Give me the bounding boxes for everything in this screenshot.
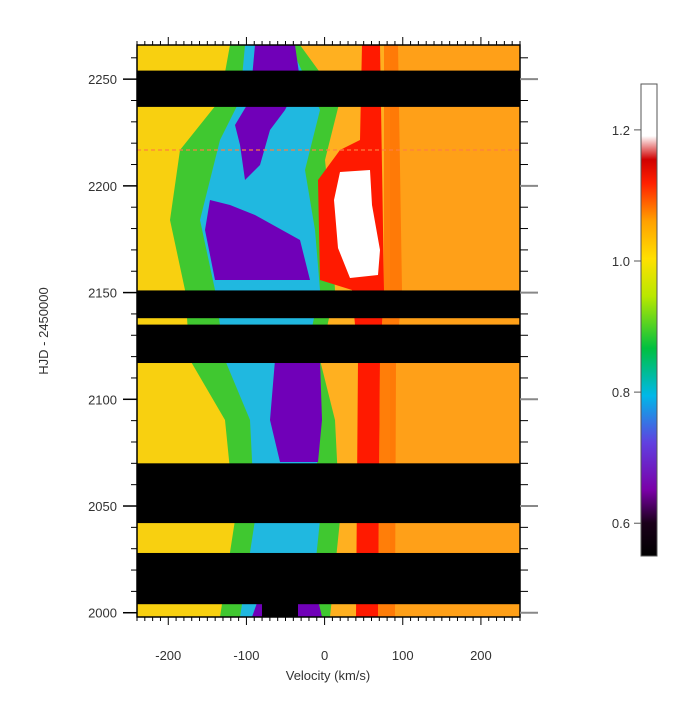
y-tick-label: 2050 bbox=[88, 499, 117, 514]
y-tick-label: 2200 bbox=[88, 179, 117, 194]
data-gap-3 bbox=[137, 463, 520, 524]
colorbar-tick-label: 1.0 bbox=[612, 254, 630, 269]
absorption-purple-lower bbox=[205, 200, 310, 280]
x-axis: -200 -100 0 100 200 bbox=[136, 37, 521, 663]
y-axis-title: HJD - 2450000 bbox=[36, 287, 51, 374]
data-gap-0 bbox=[137, 70, 520, 107]
x-tick-label: 0 bbox=[321, 648, 328, 663]
y-axis: 2000 2050 2100 2150 2200 2250 bbox=[88, 57, 538, 621]
x-axis-title: Velocity (km/s) bbox=[286, 668, 371, 683]
y-tick-label: 2250 bbox=[88, 72, 117, 87]
y-tick-label: 2150 bbox=[88, 286, 117, 301]
x-tick-label: 200 bbox=[470, 648, 492, 663]
data-gap-2 bbox=[137, 324, 520, 364]
emission-white-peak bbox=[334, 170, 380, 278]
colorbar-tick-label: 1.2 bbox=[612, 123, 630, 138]
data-gap-1 bbox=[137, 290, 520, 319]
x-tick-label: -100 bbox=[233, 648, 259, 663]
colorbar-tick-label: 0.8 bbox=[612, 385, 630, 400]
colorbar-tick-label: 0.6 bbox=[612, 516, 630, 531]
plot-area bbox=[137, 45, 520, 617]
x-tick-label: -200 bbox=[155, 648, 181, 663]
absorption-black-core bbox=[262, 604, 298, 617]
data-gaps bbox=[137, 70, 520, 605]
plot-frame bbox=[136, 44, 521, 618]
colorbar-gradient bbox=[640, 83, 658, 557]
y-tick-label: 2000 bbox=[88, 606, 117, 621]
colorbar: 0.6 0.8 1.0 1.2 bbox=[612, 83, 658, 557]
absorption-purple-mid bbox=[270, 360, 322, 462]
x-tick-label: 100 bbox=[392, 648, 414, 663]
colorbar-ticks: 0.6 0.8 1.0 1.2 bbox=[612, 123, 641, 531]
y-tick-label: 2100 bbox=[88, 392, 117, 407]
data-gap-4 bbox=[137, 552, 520, 605]
